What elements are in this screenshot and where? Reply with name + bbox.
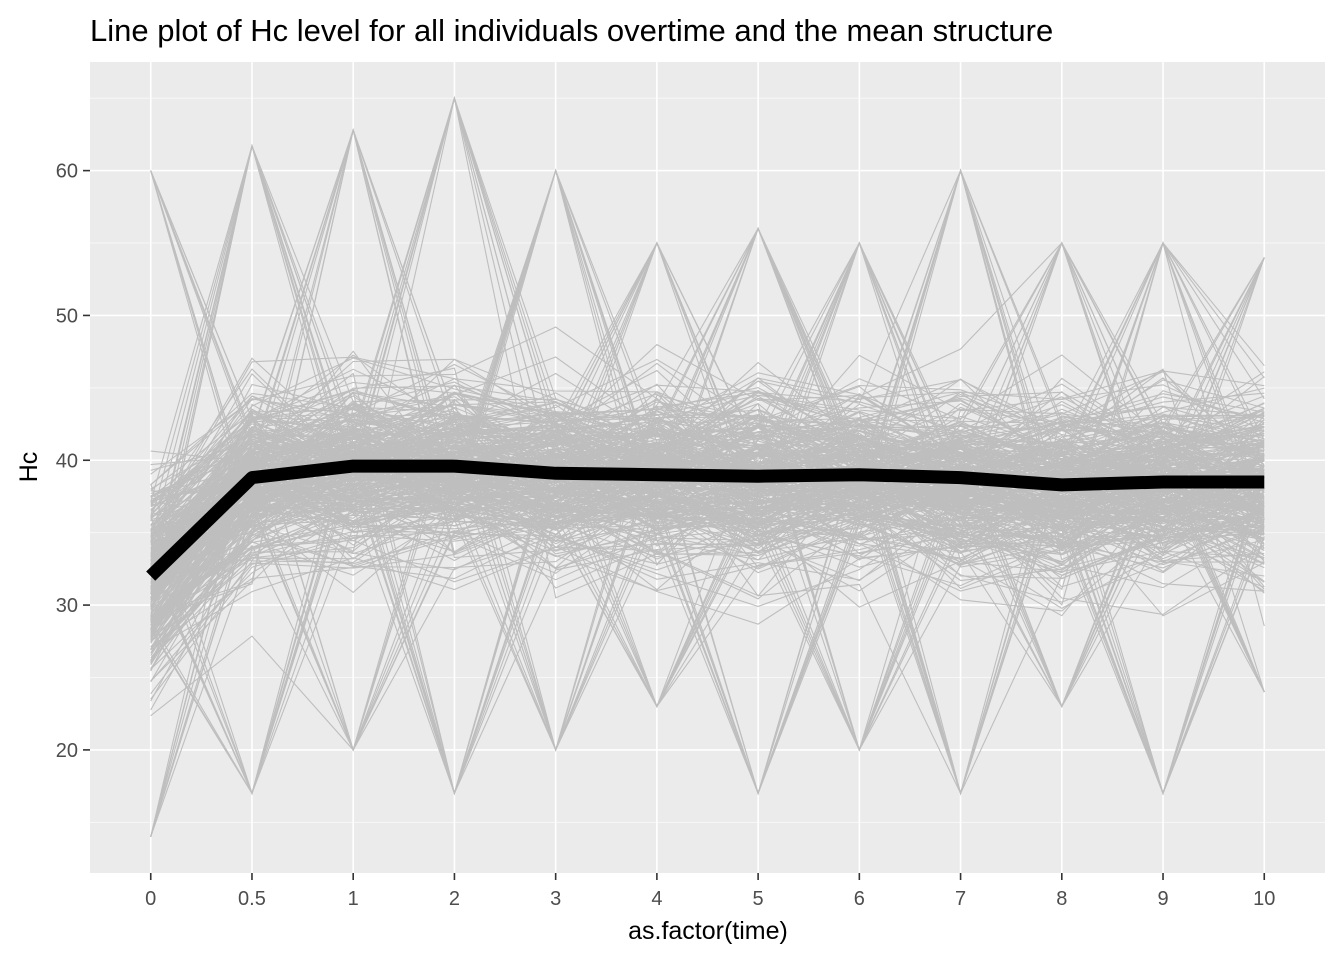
individual-line xyxy=(150,469,1265,651)
individual-line xyxy=(150,460,1265,603)
individual-line xyxy=(150,409,1265,600)
individual-line xyxy=(150,378,1265,480)
individual-line xyxy=(150,410,1265,531)
mean-line xyxy=(146,459,1265,581)
x-tick-label: 7 xyxy=(955,888,966,910)
individual-line xyxy=(150,393,1265,510)
x-tick-label: 4 xyxy=(651,888,662,910)
individual-line xyxy=(150,429,1265,556)
individual-line xyxy=(150,390,1265,486)
x-tick-label: 2 xyxy=(449,888,460,910)
individual-line xyxy=(150,515,1265,643)
chart-title: Line plot of Hc level for all individual… xyxy=(90,13,1053,48)
individual-line xyxy=(150,129,1265,752)
mean-structure xyxy=(146,459,1265,581)
individual-line xyxy=(150,394,1265,752)
individual-line xyxy=(150,413,1265,752)
individual-line xyxy=(150,471,1265,837)
y-tick-label: 30 xyxy=(56,595,78,617)
y-axis: 20 30 40 50 60 xyxy=(56,161,90,762)
individual-line xyxy=(150,143,1265,795)
x-axis-title: as.factor(time) xyxy=(628,917,788,945)
x-tick-label: 5 xyxy=(753,888,764,910)
individual-line xyxy=(150,98,1265,653)
individual-line xyxy=(150,455,1265,708)
individual-line xyxy=(150,397,1265,607)
y-tick-label: 50 xyxy=(56,305,78,327)
x-tick-label: 10 xyxy=(1253,888,1275,910)
individual-line xyxy=(150,453,1265,795)
x-tick-label: 6 xyxy=(854,888,865,910)
x-tick-label: 3 xyxy=(550,888,561,910)
x-tick-label: 0.5 xyxy=(238,888,266,910)
x-tick-label: 8 xyxy=(1056,888,1067,910)
y-tick-label: 60 xyxy=(56,161,78,183)
individual-line xyxy=(150,472,1265,564)
individual-line xyxy=(150,468,1265,671)
individual-line xyxy=(150,240,1265,751)
y-axis-title: Hc xyxy=(15,452,43,483)
individual-line xyxy=(150,482,1265,752)
x-axis: 0 0.5 1 2 3 4 5 6 7 8 9 10 xyxy=(145,873,1275,910)
individual-line xyxy=(150,143,1265,796)
individual-line xyxy=(150,446,1265,552)
individual-line xyxy=(150,517,1265,642)
individual-line xyxy=(150,427,1265,629)
x-tick-label: 0 xyxy=(145,888,156,910)
individual-line xyxy=(150,96,1265,526)
individual-line xyxy=(150,241,1265,795)
individual-line xyxy=(150,96,1265,620)
x-tick-label: 9 xyxy=(1157,888,1168,910)
individual-line xyxy=(150,128,1265,693)
x-tick-label: 1 xyxy=(348,888,359,910)
individual-line xyxy=(150,545,1265,651)
individual-line xyxy=(150,343,1265,535)
individual-line xyxy=(150,227,1265,505)
y-tick-label: 20 xyxy=(56,740,78,762)
y-tick-label: 40 xyxy=(56,450,78,472)
individual-line xyxy=(150,412,1265,535)
individual-line xyxy=(150,493,1265,752)
individual-line xyxy=(150,468,1265,565)
individual-line xyxy=(150,227,1265,693)
